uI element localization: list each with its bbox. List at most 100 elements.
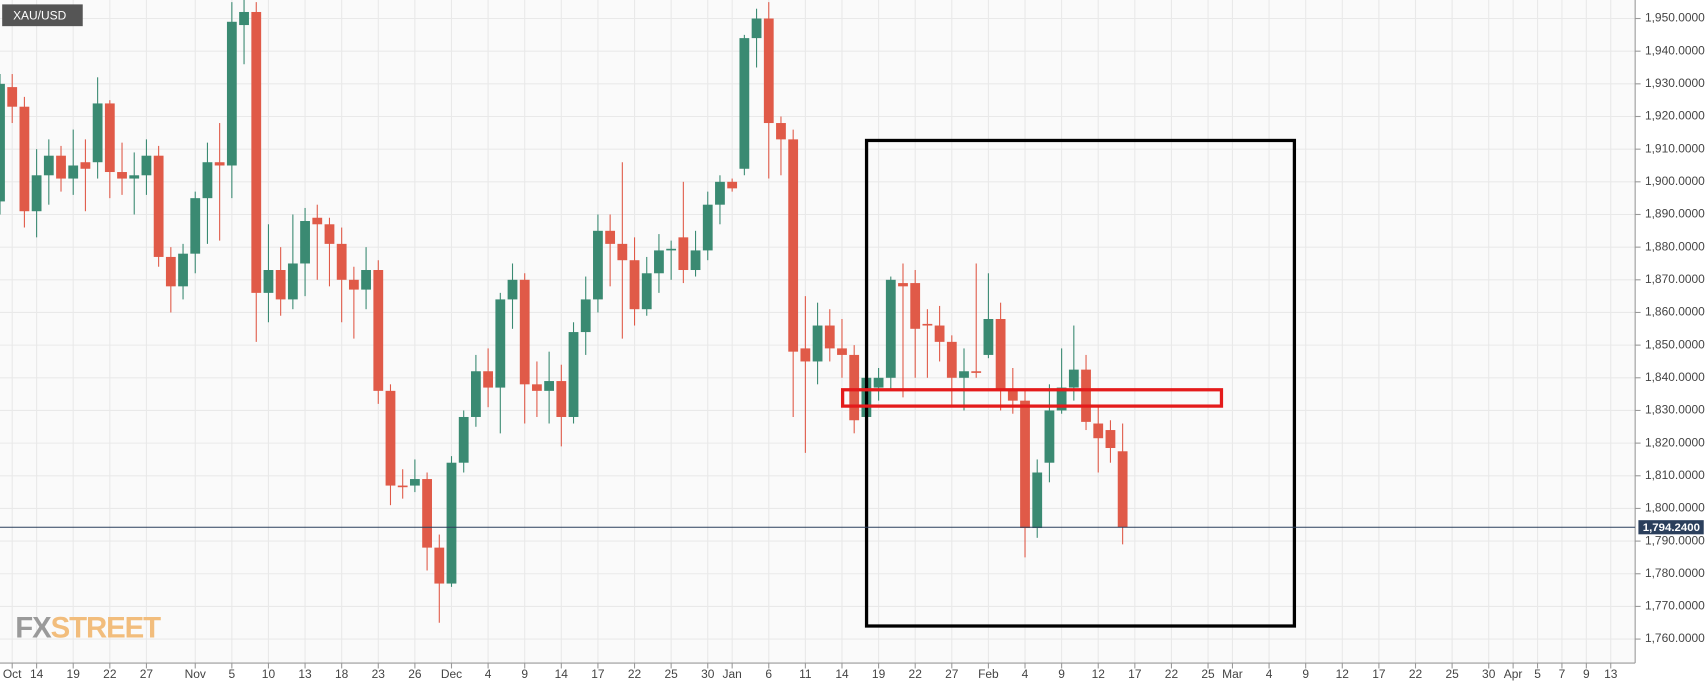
last-price-label: 1,794.2400	[1643, 522, 1700, 534]
candle-body	[568, 332, 579, 417]
candle-body	[739, 38, 750, 169]
y-tick-label: 1,940.0000	[1645, 43, 1705, 57]
y-tick-label: 1,860.0000	[1645, 305, 1705, 319]
candle-body	[824, 325, 835, 349]
candle-body	[1117, 451, 1128, 528]
x-tick-label: 22	[1165, 667, 1179, 681]
candle-body	[751, 18, 762, 39]
candle-body	[849, 354, 860, 421]
y-tick-label: 1,840.0000	[1645, 370, 1705, 384]
candle-body	[666, 248, 677, 251]
candle-body	[885, 279, 896, 378]
candle-body	[641, 273, 652, 310]
candle-body	[0, 83, 5, 202]
candle-body	[1020, 400, 1030, 529]
annotation-box	[864, 138, 1297, 628]
x-tick-label: Jan	[723, 667, 742, 681]
candle-body	[873, 377, 884, 388]
symbol-badge	[2, 4, 83, 27]
x-tick-label: 17	[1128, 667, 1142, 681]
candle-body	[1056, 387, 1067, 411]
x-tick-label: 6	[765, 667, 772, 681]
x-tick-label: 30	[1482, 667, 1496, 681]
y-tick-label: 1,850.0000	[1645, 337, 1705, 351]
x-tick-label: 17	[591, 667, 605, 681]
candle-body	[983, 318, 994, 355]
candle-body	[812, 325, 823, 362]
y-tick-label: 1,790.0000	[1645, 533, 1705, 547]
candle-body	[483, 371, 494, 388]
candle-body	[239, 11, 249, 26]
candle-body	[153, 155, 164, 257]
y-tick-label: 1,800.0000	[1645, 501, 1705, 515]
watermark: FXSTREET	[15, 611, 161, 644]
candle-body	[495, 299, 506, 388]
candle-body	[507, 279, 518, 300]
y-tick-label: 1,830.0000	[1645, 403, 1705, 417]
candle-body	[397, 485, 408, 488]
x-tick-label: 5	[1534, 667, 1541, 681]
candle-body	[678, 237, 689, 271]
candle-body	[1105, 430, 1116, 449]
annotation-zone	[840, 388, 1224, 408]
candle-body	[995, 318, 1006, 391]
candle-body	[934, 325, 945, 342]
x-tick-label: 14	[30, 667, 44, 681]
candle-body	[788, 139, 799, 352]
candle-body	[275, 270, 286, 300]
x-tick-label: 9	[1583, 667, 1590, 681]
x-tick-label: Mar	[1222, 667, 1243, 681]
candle-body	[312, 217, 323, 225]
candle-body	[434, 547, 445, 584]
candle-body	[56, 155, 66, 179]
candle-body	[910, 283, 921, 329]
x-tick-label: 22	[628, 667, 642, 681]
symbol: XAU/USD	[13, 9, 67, 23]
y-tick-label: 1,770.0000	[1645, 599, 1705, 613]
x-tick-label: Oct	[3, 667, 22, 681]
candle-body	[654, 250, 664, 274]
y-tick-label: 1,810.0000	[1645, 468, 1705, 482]
candle-body	[702, 204, 713, 251]
candle-body	[837, 348, 847, 355]
candle-body	[43, 155, 54, 176]
x-tick-label: 25	[1201, 667, 1215, 681]
x-tick-label: 14	[835, 667, 849, 681]
candle-body	[178, 253, 188, 287]
x-tick-label: 22	[909, 667, 923, 681]
x-tick-label: 23	[372, 667, 386, 681]
y-tick-label: 1,910.0000	[1645, 141, 1705, 155]
y-tick-label: 1,780.0000	[1645, 566, 1705, 580]
candle-body	[80, 162, 91, 169]
y-tick-label: 1,900.0000	[1645, 174, 1705, 188]
candle-body	[348, 279, 359, 290]
candle-body	[605, 230, 616, 244]
candle-body	[715, 181, 725, 205]
x-tick-label: 5	[229, 667, 236, 681]
candle-body	[544, 381, 555, 391]
x-tick-label: 19	[872, 667, 886, 681]
x-tick-label: 13	[1604, 667, 1618, 681]
candle-body	[532, 384, 542, 391]
candle-body	[446, 462, 457, 584]
x-tick-label: 18	[335, 667, 349, 681]
x-tick-label: 4	[1266, 667, 1273, 681]
candle-body	[92, 103, 103, 163]
x-tick-label: 4	[485, 667, 492, 681]
candle-body	[519, 279, 530, 385]
candle-body	[324, 224, 335, 244]
candle-body	[690, 250, 701, 271]
candle-body	[226, 21, 237, 166]
y-tick-label: 1,920.0000	[1645, 109, 1705, 123]
axes: 1,760.0000 1,770.0000 1,780.0000 1,790.0000…	[0, 11, 1705, 681]
candle-body	[580, 299, 591, 333]
x-tick-label: 17	[1372, 667, 1386, 681]
last-price-tag	[1638, 520, 1704, 535]
candle-body	[214, 162, 225, 166]
x-tick-label: Apr	[1504, 667, 1523, 681]
y-tick-label: 1,820.0000	[1645, 435, 1705, 449]
x-tick-label: 27	[140, 667, 154, 681]
x-tick-label: 30	[701, 667, 715, 681]
